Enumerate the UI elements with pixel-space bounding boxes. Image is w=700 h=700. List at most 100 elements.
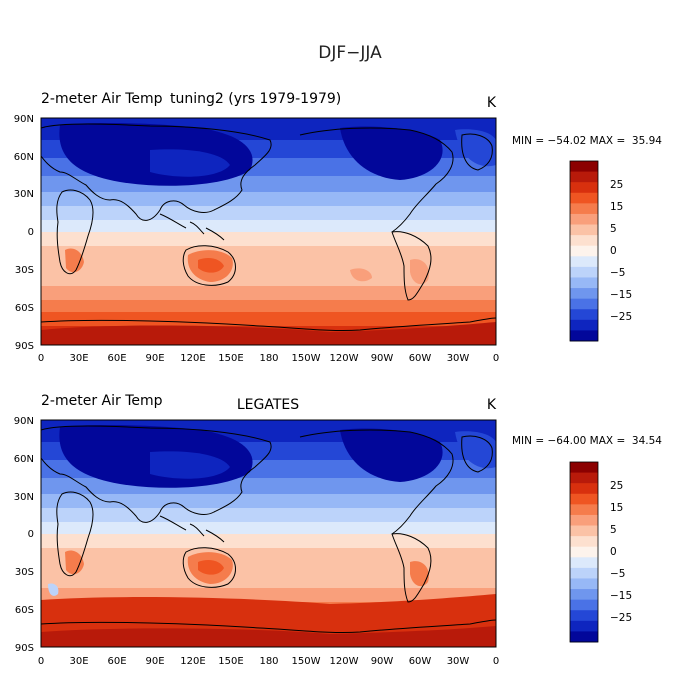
panel-1-colorbar: 25 15 5 0 −5 −15 −25: [569, 160, 632, 342]
colorbar-label: 15: [610, 502, 623, 514]
lon-tick: 150E: [218, 353, 243, 364]
colorbar-swatch: [570, 319, 598, 331]
colorbar-label: 0: [610, 245, 617, 257]
panel-1: 2-meter Air Temp tuning2 (yrs 1979-1979)…: [14, 91, 663, 364]
colorbar-label: −5: [610, 568, 625, 580]
colorbar-swatch: [570, 298, 598, 310]
lon-tick: 150W: [292, 656, 321, 667]
colorbar-swatch: [570, 546, 598, 558]
lon-tick: 180: [259, 353, 278, 364]
lon-tick: 90E: [145, 656, 164, 667]
lat-tick: 30N: [14, 492, 34, 503]
lon-tick: 60W: [409, 656, 432, 667]
lon-tick: 30W: [447, 353, 470, 364]
colorbar-swatch: [570, 462, 598, 473]
colorbar-swatch: [570, 256, 598, 268]
panel-2-case: LEGATES: [237, 397, 299, 413]
lon-tick: 60W: [409, 353, 432, 364]
colorbar-swatch: [570, 161, 598, 172]
colorbar-swatch: [570, 599, 598, 611]
panel-1-map: [41, 118, 496, 345]
lat-tick: 90S: [15, 643, 34, 654]
colorbar-swatch: [570, 610, 598, 622]
colorbar-swatch: [570, 589, 598, 601]
colorbar-swatch: [570, 203, 598, 215]
colorbar-swatch: [570, 578, 598, 590]
panel-2-map: [41, 420, 496, 647]
colorbar-label: −15: [610, 289, 632, 301]
colorbar-swatch: [570, 504, 598, 516]
lon-tick: 120E: [180, 656, 205, 667]
colorbar-label: −25: [610, 311, 632, 323]
colorbar-swatch: [570, 288, 598, 300]
panel-2-units: K: [487, 397, 497, 413]
panel-1-lon-axis: 0 30E 60E 90E 120E 150E 180 150W 120W 90…: [38, 353, 499, 364]
panel-2-colorbar: 25 15 5 0 −5 −15 −25: [569, 461, 632, 643]
colorbar-swatch: [570, 192, 598, 204]
colorbar-swatch: [570, 567, 598, 579]
lon-tick: 120E: [180, 353, 205, 364]
colorbar-labels: 25 15 5 0 −5 −15 −25: [610, 179, 632, 323]
lat-tick: 0: [28, 227, 34, 238]
colorbar-swatches: [570, 462, 598, 643]
colorbar-swatch: [570, 525, 598, 537]
colorbar-label: −15: [610, 590, 632, 602]
panel-1-units: K: [487, 95, 497, 111]
panel-2-lon-axis: 0 30E 60E 90E 120E 150E 180 150W 120W 90…: [38, 656, 499, 667]
lon-tick: 0: [38, 656, 44, 667]
colorbar-label: 0: [610, 546, 617, 558]
panel-2-variable: 2-meter Air Temp: [41, 393, 163, 409]
lat-tick: 60N: [14, 152, 34, 163]
lon-tick: 120W: [330, 353, 359, 364]
lon-tick: 90W: [371, 353, 394, 364]
lon-tick: 180: [259, 656, 278, 667]
panel-1-case: tuning2 (yrs 1979-1979): [170, 91, 341, 107]
lat-tick: 90N: [14, 114, 34, 125]
lat-tick: 30N: [14, 189, 34, 200]
colorbar-swatch: [570, 171, 598, 183]
colorbar-swatch: [570, 557, 598, 569]
lon-tick: 120W: [330, 656, 359, 667]
colorbar-swatch: [570, 182, 598, 194]
panel-1-stats: MIN = −54.02 MAX = 35.94: [512, 135, 662, 147]
panel-2: 2-meter Air Temp LEGATES K: [14, 393, 663, 667]
colorbar-swatch: [570, 330, 598, 342]
main-title: DJF−JJA: [318, 43, 382, 63]
lon-tick: 0: [493, 353, 499, 364]
colorbar-swatch: [570, 213, 598, 225]
lon-tick: 0: [493, 656, 499, 667]
colorbar-label: 5: [610, 524, 617, 536]
colorbar-swatch: [570, 483, 598, 495]
lon-tick: 30E: [69, 656, 88, 667]
lat-tick: 0: [28, 529, 34, 540]
lon-tick: 0: [38, 353, 44, 364]
lon-tick: 90E: [145, 353, 164, 364]
lon-tick: 30W: [447, 656, 470, 667]
colorbar-swatch: [570, 620, 598, 632]
lon-tick: 30E: [69, 353, 88, 364]
panel-1-variable: 2-meter Air Temp: [41, 91, 163, 107]
colorbar-swatch: [570, 245, 598, 257]
colorbar-label: 5: [610, 223, 617, 235]
colorbar-swatch: [570, 309, 598, 321]
colorbar-swatch: [570, 277, 598, 289]
panel-1-lat-axis: 90N 60N 30N 0 30S 60S 90S: [14, 114, 34, 352]
lat-tick: 60S: [15, 303, 34, 314]
lat-tick: 30S: [15, 567, 34, 578]
colorbar-swatch: [570, 266, 598, 278]
colorbar-label: 25: [610, 179, 623, 191]
colorbar-label: −25: [610, 612, 632, 624]
lon-tick: 60E: [107, 656, 126, 667]
panel-2-lat-axis: 90N 60N 30N 0 30S 60S 90S: [14, 416, 34, 654]
colorbar-label: 15: [610, 201, 623, 213]
lat-tick: 60S: [15, 605, 34, 616]
colorbar-swatch: [570, 536, 598, 548]
lon-tick: 150W: [292, 353, 321, 364]
lat-tick: 60N: [14, 454, 34, 465]
colorbar-swatch: [570, 235, 598, 247]
colorbar-swatch: [570, 472, 598, 484]
colorbar-swatch: [570, 224, 598, 236]
colorbar-swatch: [570, 493, 598, 505]
lat-tick: 90S: [15, 341, 34, 352]
